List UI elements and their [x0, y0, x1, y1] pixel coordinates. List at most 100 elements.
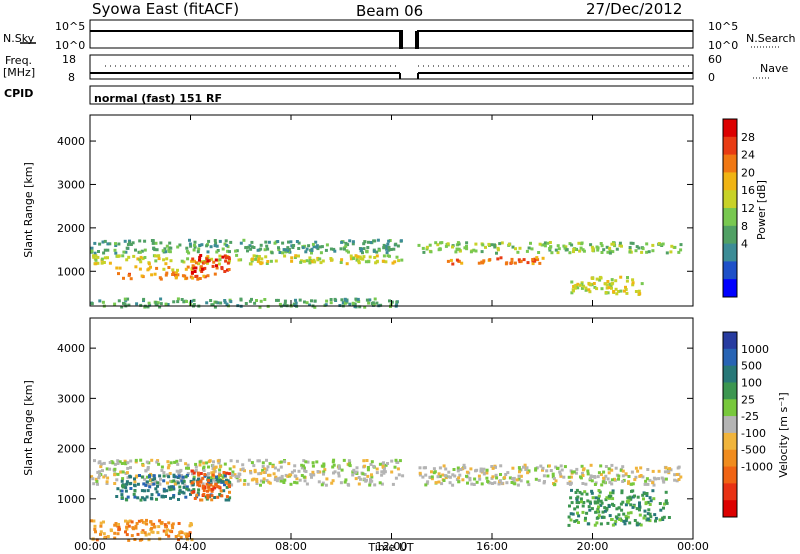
echo-cell: [368, 483, 372, 487]
echo-cell: [225, 243, 229, 247]
echo-cell: [490, 243, 494, 247]
echo-cell: [382, 471, 386, 475]
echo-cell: [164, 525, 168, 529]
echo-cell: [160, 465, 164, 469]
echo-cell: [601, 480, 605, 484]
nsearch-tick-bottom: 10^0: [708, 39, 739, 52]
echo-cell: [571, 512, 575, 516]
echo-cell: [533, 259, 537, 263]
echo-cell: [596, 475, 600, 479]
echo-cell: [178, 489, 182, 493]
echo-cell: [572, 250, 575, 254]
echo-cell: [629, 241, 633, 245]
echo-cell: [177, 474, 181, 478]
echo-cell: [487, 242, 491, 246]
echo-cell: [536, 258, 540, 262]
echo-cell: [644, 501, 648, 505]
echo-cell: [239, 258, 243, 262]
echo-cell: [369, 463, 373, 466]
echo-cell: [669, 250, 673, 254]
echo-cell: [114, 244, 118, 247]
echo-cell: [511, 245, 515, 249]
echo-cell: [140, 530, 144, 534]
echo-cell: [569, 518, 573, 522]
echo-cell: [294, 301, 298, 305]
echo-cell: [606, 477, 610, 481]
echo-cell: [573, 519, 577, 523]
echo-cell: [223, 300, 227, 304]
echo-cell: [418, 471, 422, 475]
echo-cell: [270, 251, 274, 255]
echo-cell: [430, 475, 434, 479]
echo-cell: [615, 247, 619, 251]
echo-cell: [255, 299, 258, 302]
echo-cell: [322, 470, 326, 474]
echo-cell: [243, 469, 246, 473]
echo-cell: [584, 482, 588, 486]
echo-cell: [474, 242, 478, 246]
echo-cell: [166, 473, 170, 477]
echo-cell: [265, 244, 269, 248]
echo-cell: [250, 461, 254, 465]
echo-cell: [207, 480, 210, 484]
echo-cell: [176, 273, 180, 277]
echo-cell: [634, 475, 638, 479]
echo-cell: [187, 534, 191, 538]
echo-cell: [392, 247, 396, 251]
echo-cell: [151, 241, 155, 245]
echo-cell: [455, 258, 459, 262]
echo-cell: [569, 512, 573, 516]
echo-cell: [169, 259, 173, 263]
echo-cell: [572, 470, 576, 474]
echo-cell: [627, 481, 630, 485]
echo-cell: [354, 477, 358, 481]
echo-cell: [182, 300, 186, 304]
echo-cell: [424, 473, 428, 477]
echo-cell: [380, 482, 384, 486]
echo-cell: [526, 480, 530, 484]
echo-cell: [542, 474, 546, 478]
echo-cell: [207, 483, 211, 486]
echo-cell: [125, 480, 129, 484]
echo-cell: [167, 521, 171, 525]
echo-cell: [172, 475, 176, 479]
echo-cell: [223, 242, 227, 246]
echo-cell: [550, 251, 554, 255]
echo-cell: [123, 483, 127, 487]
echo-cell: [628, 250, 632, 254]
echo-cell: [237, 258, 241, 262]
echo-cell: [292, 244, 296, 247]
echo-cell: [177, 492, 181, 496]
echo-cell: [165, 533, 169, 536]
echo-cell: [651, 481, 655, 485]
echo-cell: [231, 470, 235, 474]
freq-label-line1: Freq.: [5, 54, 33, 67]
echo-cell: [376, 238, 380, 242]
echo-cell: [156, 481, 160, 485]
echo-cell: [641, 475, 645, 479]
echo-cell: [116, 472, 120, 476]
echo-cell: [358, 255, 362, 259]
echo-cell: [287, 248, 291, 251]
echo-cell: [218, 239, 222, 243]
echo-cell: [583, 518, 587, 522]
echo-cell: [261, 461, 265, 465]
echo-cell: [626, 496, 630, 500]
echo-cell: [233, 473, 237, 477]
echo-cell: [217, 262, 221, 266]
echo-cell: [171, 268, 175, 272]
echo-cell: [513, 261, 517, 265]
echo-cell: [504, 262, 508, 266]
echo-cell: [96, 255, 100, 259]
echo-cell: [525, 249, 529, 253]
echo-cell: [589, 463, 593, 467]
echo-cell: [262, 480, 265, 484]
echo-cell: [111, 461, 115, 465]
echo-cell: [596, 500, 600, 504]
echo-cell: [638, 501, 641, 505]
echo-cell: [444, 467, 448, 471]
echo-cell: [331, 479, 335, 483]
echo-cell: [146, 305, 150, 309]
echo-cell: [162, 258, 166, 262]
echo-cell: [595, 521, 599, 525]
